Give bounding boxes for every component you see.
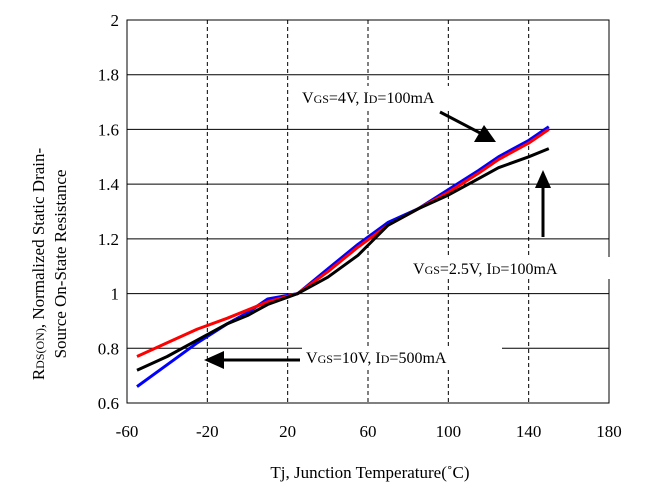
annotation-vgs-10v: VGS=10V, ID=500mA — [302, 346, 502, 368]
y-tick-label: 1.8 — [98, 66, 119, 85]
y-tick-label: 1.6 — [98, 120, 119, 139]
x-tick-label: 180 — [596, 422, 622, 441]
y-axis-title: RDS(ON), Normalized Static Drain- Source… — [29, 147, 70, 380]
svg-text:VGS=2.5V, ID=100mA: VGS=2.5V, ID=100mA — [413, 261, 558, 278]
y-tick-label: 2 — [111, 11, 120, 30]
annotation-vgs-2-5v: VGS=2.5V, ID=100mA — [409, 257, 629, 279]
plot-area — [126, 19, 610, 404]
arrow-to-4v-curve — [439, 110, 496, 142]
series-line-2 — [136, 128, 550, 358]
y-axis-title-line1: RDS(ON), Normalized Static Drain- — [29, 147, 48, 380]
annotation-vgs-4v: VGS=4V, ID=100mA — [298, 86, 504, 108]
y-tick-label: 1.4 — [98, 175, 120, 194]
arrow-to-10v-curve — [204, 351, 300, 369]
svg-text:VGS=10V, ID=500mA: VGS=10V, ID=500mA — [306, 350, 447, 367]
y-tick-label: 0.8 — [98, 339, 119, 358]
arrow-to-2-5v-curve — [535, 170, 551, 237]
y-tick-label: 1 — [111, 285, 120, 304]
y-tick-label: 1.2 — [98, 230, 119, 249]
x-tick-label: 60 — [360, 422, 377, 441]
svg-text:VGS=4V, ID=100mA: VGS=4V, ID=100mA — [302, 90, 435, 107]
y-tick-label: 0.6 — [98, 394, 119, 413]
x-tick-label: 140 — [516, 422, 542, 441]
x-tick-label: -20 — [196, 422, 219, 441]
x-tick-label: 20 — [279, 422, 296, 441]
y-tick-labels: 0.6 0.8 1 1.2 1.4 1.6 1.8 2 — [98, 11, 120, 413]
x-tick-labels: -60 -20 20 60 100 140 180 — [116, 422, 622, 441]
y-axis-title-line2: Source On-State Resistance — [51, 170, 70, 359]
x-tick-label: 100 — [436, 422, 462, 441]
x-tick-label: -60 — [116, 422, 139, 441]
x-axis-title: Tj, Junction Temperature(˚C) — [270, 463, 469, 482]
series-lines — [136, 125, 550, 388]
grid — [127, 20, 609, 403]
series-line-3 — [136, 147, 550, 372]
